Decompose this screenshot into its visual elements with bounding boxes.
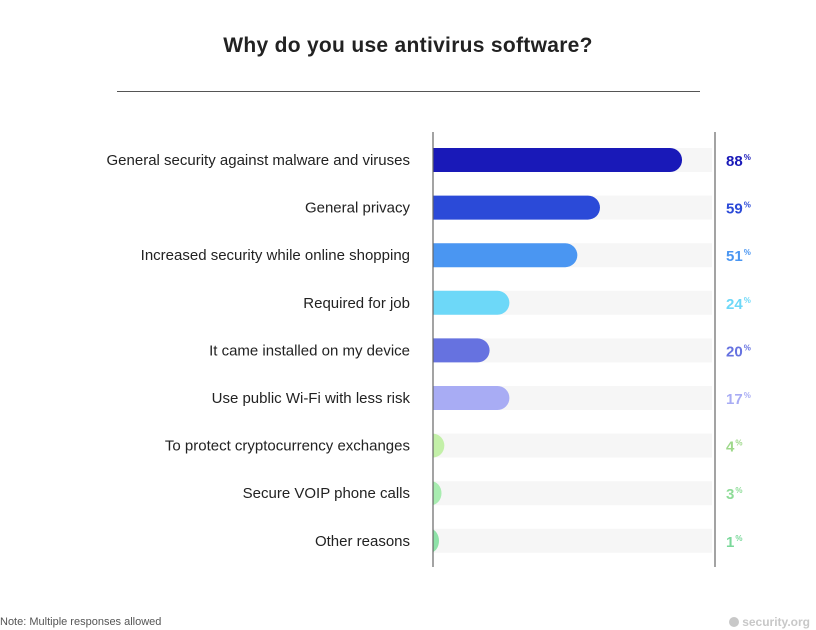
bar [421,148,683,172]
bar [421,290,510,315]
footnote: Note: Multiple responses allowed [0,616,162,628]
category-label: To protect cryptocurrency exchanges [165,438,410,455]
value-label: 88% [726,153,751,170]
bar [421,195,600,220]
category-label: General privacy [305,200,411,217]
value-label: 51% [726,248,751,265]
category-label: Other reasons [315,533,410,550]
category-label: General security against malware and vir… [107,152,410,169]
value-label: 4% [726,439,742,456]
bar-track [433,481,712,506]
category-label: Secure VOIP phone calls [243,485,410,502]
category-label: Use public Wi-Fi with less risk [212,390,411,407]
bar [421,338,490,363]
value-label: 20% [726,343,751,360]
value-label: 59% [726,201,751,218]
value-label: 24% [726,296,751,313]
category-label: Increased security while online shopping [141,247,410,264]
category-label: It came installed on my device [209,342,410,359]
bar-track [433,433,712,458]
axis-mask [419,132,433,567]
brand-name: security.org [742,615,810,629]
chart-title: Why do you use antivirus software? [223,34,593,57]
bar-track [433,528,712,553]
value-label: 17% [726,391,751,408]
value-label: 1% [726,534,742,551]
brand-icon [729,617,740,627]
bar [421,386,510,410]
category-label: Required for job [303,295,410,312]
brand-logo: security.org [729,615,810,629]
title-divider [117,91,700,92]
bar [421,243,578,268]
value-label: 3% [726,486,742,503]
